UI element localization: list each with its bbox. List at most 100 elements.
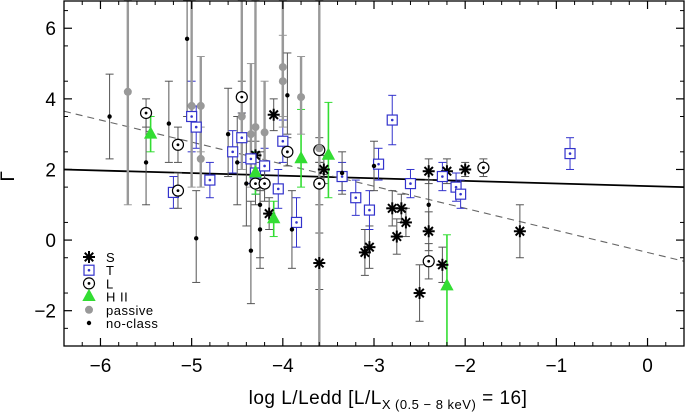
square-center-dot [208, 178, 212, 182]
circle-center-dot [263, 182, 266, 185]
square-center-dot [281, 139, 285, 143]
legend-marker-l [82, 277, 96, 290]
legend-marker-t [83, 264, 95, 276]
asterisk-stroke [391, 231, 402, 242]
small-dot-shape [285, 93, 290, 98]
triangle-shape [143, 126, 158, 139]
square-center-dot [263, 164, 266, 168]
triangle-shape [440, 278, 454, 291]
circle-center-dot [176, 189, 180, 193]
point-passive [246, 130, 255, 139]
filled-circle-shape [85, 305, 93, 314]
point-t [363, 204, 376, 216]
point-t [258, 160, 271, 172]
asterisk-stroke [264, 208, 275, 219]
circle-center-dot [254, 182, 257, 185]
point-no-class [166, 121, 172, 126]
x-axis-title-sub-x: X [382, 397, 391, 412]
small-dot-shape [194, 236, 199, 241]
asterisk-stroke [514, 226, 525, 237]
circle-center-dot [87, 282, 91, 285]
point-s [317, 163, 330, 176]
small-dot-shape [86, 320, 92, 326]
point-no-class [225, 131, 231, 137]
asterisk-stroke [84, 252, 94, 262]
filled-circle-shape [196, 101, 205, 110]
asterisk-stroke [423, 226, 434, 237]
x-tick-label: −6 [90, 356, 112, 377]
legend-marker-s [83, 251, 95, 263]
point-t [290, 216, 303, 229]
square-center-dot [276, 187, 280, 191]
point-h-ii [440, 278, 454, 291]
small-dot-shape [184, 36, 190, 42]
point-h-ii [294, 151, 308, 164]
legend-label: T [106, 263, 114, 278]
x-tick-label: −1 [546, 356, 568, 377]
asterisk-stroke [396, 203, 407, 214]
point-passive [251, 123, 260, 132]
filled-circle-shape [278, 63, 287, 72]
point-t [404, 177, 417, 190]
triangle-shape [321, 147, 336, 160]
filled-circle-shape [246, 130, 255, 139]
point-t [277, 135, 289, 147]
point-no-class [143, 160, 149, 165]
y-tick-label: −2 [34, 302, 56, 323]
asterisk-stroke [460, 164, 471, 175]
filled-circle-shape [297, 93, 306, 102]
point-s [413, 287, 426, 300]
square-center-dot [454, 185, 458, 189]
point-t [350, 192, 362, 204]
point-s [386, 202, 399, 215]
small-dot-shape [107, 114, 112, 119]
square-center-dot [295, 221, 298, 224]
small-dot-shape [166, 121, 172, 126]
legend-marker-h-ii [82, 288, 96, 302]
y-tick-label: 6 [45, 19, 56, 40]
triangle-shape [82, 288, 96, 302]
point-passive [297, 93, 306, 102]
point-l [235, 90, 248, 104]
asterisk-stroke [400, 217, 411, 228]
small-dot-shape [244, 181, 249, 186]
small-dot-shape [225, 131, 231, 137]
y-tick-label: 0 [45, 231, 56, 252]
point-no-class [248, 248, 254, 253]
square-center-dot [390, 118, 394, 122]
point-h-ii [248, 165, 263, 178]
circle-center-dot [317, 182, 321, 185]
point-no-class [426, 202, 431, 207]
asterisk-stroke [423, 166, 434, 177]
point-no-class [244, 181, 249, 186]
asterisk-stroke [364, 242, 375, 253]
square-center-dot [441, 175, 444, 178]
point-l [477, 161, 490, 174]
point-passive [278, 63, 287, 72]
triangle-shape [294, 151, 308, 164]
point-passive [123, 87, 132, 96]
legend-label: L [106, 276, 114, 291]
square-center-dot [87, 268, 91, 272]
square-center-dot [368, 208, 371, 212]
small-dot-shape [235, 160, 240, 165]
point-no-class [184, 36, 190, 42]
square-center-dot [249, 157, 253, 161]
point-t [245, 153, 257, 165]
x-axis-title-sub-band: (0.5 − 8 keV) [395, 397, 476, 412]
x-tick-label: −4 [272, 356, 294, 377]
point-s [422, 165, 435, 178]
point-s [399, 216, 412, 229]
point-t [455, 188, 467, 200]
asterisk-stroke [318, 164, 329, 175]
point-t [236, 132, 248, 144]
point-no-class [339, 170, 345, 176]
triangle-shape [248, 165, 263, 178]
point-s [313, 257, 326, 270]
point-s [459, 163, 472, 176]
filled-circle-shape [123, 87, 132, 96]
point-l [281, 145, 294, 158]
asterisk-stroke [437, 259, 448, 270]
point-h-ii [267, 211, 281, 224]
